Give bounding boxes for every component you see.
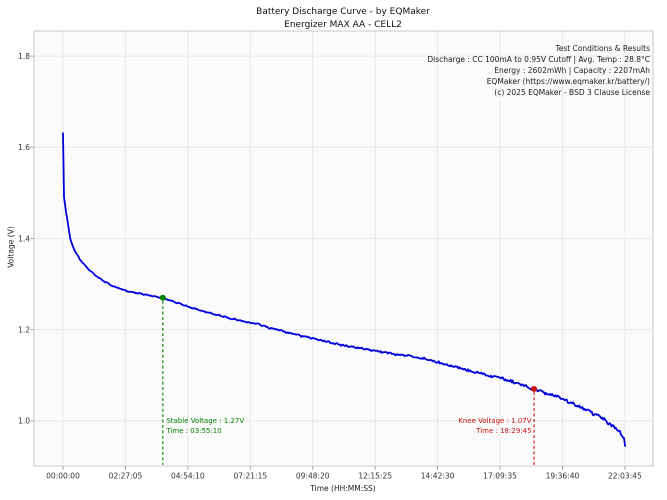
y-tick-label: 1.8 <box>18 52 30 61</box>
x-tick-label: 17:09:35 <box>483 472 517 481</box>
x-axis-label: Time (HH:MM:SS) <box>310 484 376 493</box>
knee-marker <box>531 385 538 392</box>
info-line-discharge: Discharge : CC 100mA to 0.95V Cutoff | A… <box>427 55 650 64</box>
stable-voltage-annotation: Stable Voltage : 1.27V Time : 03:55:10 <box>166 416 244 436</box>
knee-voltage-label: Knee Voltage : 1.07V <box>458 417 532 425</box>
x-tick-label: 02:27:05 <box>109 472 143 481</box>
info-line-energy-capacity: Energy : 2602mWh | Capacity : 2207mAh <box>494 66 650 75</box>
stable-voltage-label: Stable Voltage : 1.27V <box>166 417 245 425</box>
x-tick-label: 09:48:20 <box>296 472 330 481</box>
info-line-heading: Test Conditions & Results <box>555 44 650 53</box>
x-tick-label: 12:15:25 <box>358 472 392 481</box>
stable-voltage-time: Time : 03:55:10 <box>166 427 222 435</box>
plot-border <box>33 30 654 467</box>
x-tick-label: 00:00:00 <box>46 472 80 481</box>
test-conditions-box: Test Conditions & Results Discharge : CC… <box>427 43 650 98</box>
y-tick-label: 1.4 <box>18 234 30 243</box>
x-tick-label: 07:21:15 <box>233 472 267 481</box>
y-tick-label: 1.2 <box>18 325 30 334</box>
y-axis-label: Voltage (V) <box>6 226 16 268</box>
chart-title: Battery Discharge Curve - by EQMaker <box>256 7 430 17</box>
info-line-url: EQMaker (https://www.eqmaker.kr/battery/… <box>486 77 650 86</box>
x-tick-label: 19:36:40 <box>546 472 580 481</box>
x-tick-label: 14:42:30 <box>421 472 455 481</box>
y-tick-label: 1.0 <box>18 417 30 426</box>
y-tick-label: 1.6 <box>18 143 30 152</box>
x-tick-label: 22:03:45 <box>608 472 642 481</box>
chart-subtitle: Energizer MAX AA - CELL2 <box>284 20 402 30</box>
knee-voltage-annotation: Knee Voltage : 1.07V Time : 18:29:45 <box>458 416 531 436</box>
knee-voltage-time: Time : 18:29:45 <box>476 427 532 435</box>
x-tick-label: 04:54:10 <box>171 472 205 481</box>
info-line-license: (c) 2025 EQMaker - BSD 3 Clause License <box>494 88 650 97</box>
stable-marker <box>159 294 166 301</box>
